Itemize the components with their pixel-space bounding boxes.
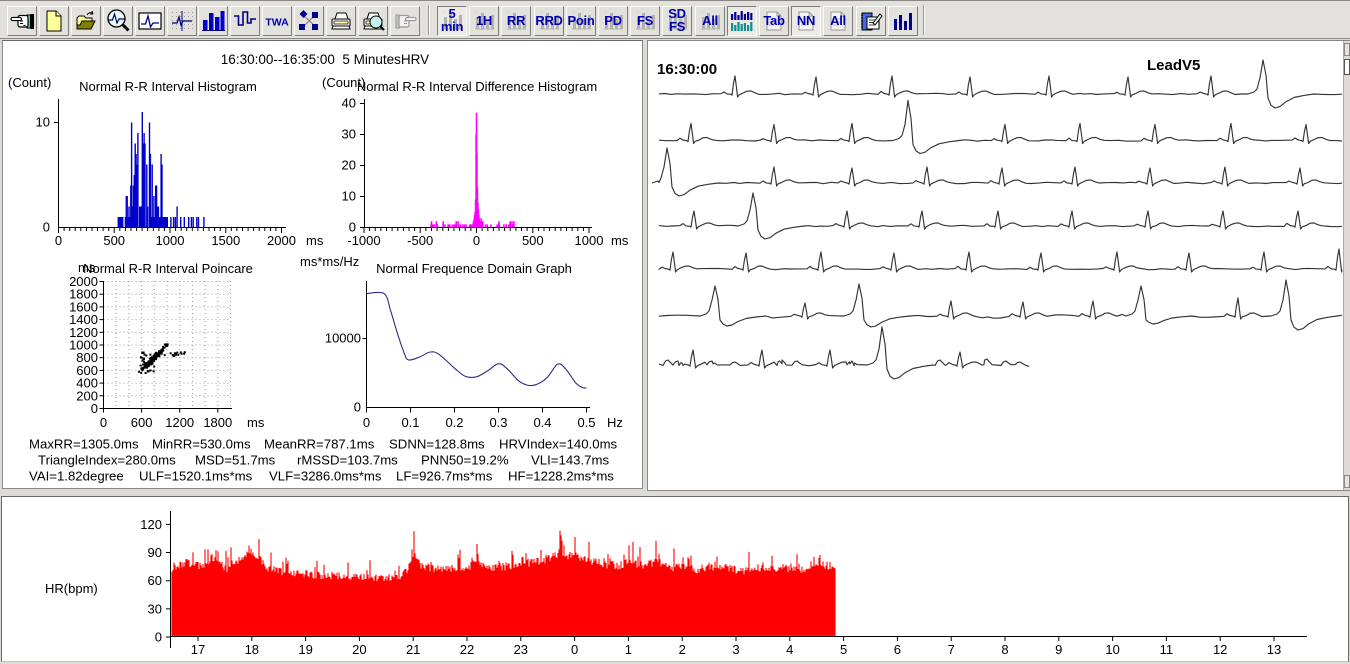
svg-text:30: 30 [148, 601, 162, 616]
svg-text:22: 22 [460, 642, 474, 657]
svg-text:12: 12 [1213, 642, 1227, 657]
svg-text:800: 800 [76, 350, 98, 365]
svg-text:10: 10 [36, 115, 50, 130]
svg-text:0: 0 [100, 415, 107, 430]
svg-text:200: 200 [76, 388, 98, 403]
svg-text:HRVIndex=140.0ms: HRVIndex=140.0ms [499, 437, 618, 452]
svg-text:1200: 1200 [69, 325, 98, 340]
svg-text:ms*ms/Hz: ms*ms/Hz [300, 254, 359, 269]
svg-text:(Count): (Count) [8, 75, 51, 90]
svg-text:MeanRR=787.1ms: MeanRR=787.1ms [264, 437, 375, 452]
svg-text:0: 0 [349, 220, 356, 235]
svg-text:VAI=1.82degree: VAI=1.82degree [29, 469, 124, 484]
svg-text:0.1: 0.1 [401, 415, 419, 430]
svg-text:5: 5 [840, 642, 847, 657]
svg-text:Normal R-R Interval Poincare: Normal R-R Interval Poincare [83, 261, 253, 276]
svg-text:10: 10 [1105, 642, 1119, 657]
svg-text:6: 6 [894, 642, 901, 657]
svg-text:600: 600 [131, 415, 153, 430]
svg-text:1500: 1500 [211, 233, 240, 248]
svg-text:ms: ms [306, 233, 324, 248]
svg-text:HR(bpm): HR(bpm) [45, 581, 98, 596]
svg-text:ms: ms [78, 260, 96, 275]
svg-text:400: 400 [76, 376, 98, 391]
svg-text:0: 0 [571, 642, 578, 657]
svg-text:0.5: 0.5 [577, 415, 595, 430]
svg-text:0: 0 [43, 220, 50, 235]
svg-text:10: 10 [342, 189, 356, 204]
svg-text:1600: 1600 [69, 299, 98, 314]
svg-text:23: 23 [514, 642, 528, 657]
svg-text:7: 7 [948, 642, 955, 657]
svg-text:1400: 1400 [69, 312, 98, 327]
svg-text:0: 0 [91, 401, 98, 416]
svg-text:0: 0 [363, 415, 370, 430]
svg-text:20: 20 [352, 642, 366, 657]
svg-text:500: 500 [522, 233, 544, 248]
svg-text:0.2: 0.2 [445, 415, 463, 430]
svg-text:3: 3 [732, 642, 739, 657]
svg-text:SDNN=128.8ms: SDNN=128.8ms [389, 437, 485, 452]
svg-text:1800: 1800 [69, 287, 98, 302]
svg-text:600: 600 [76, 363, 98, 378]
svg-text:0: 0 [473, 233, 480, 248]
svg-text:Normal R-R Interval Histogram: Normal R-R Interval Histogram [79, 79, 257, 94]
svg-text:1000: 1000 [156, 233, 185, 248]
svg-text:ULF=1520.1ms*ms: ULF=1520.1ms*ms [139, 469, 253, 484]
svg-text:2000: 2000 [69, 274, 98, 289]
svg-text:10000: 10000 [325, 331, 361, 346]
svg-text:0: 0 [55, 233, 62, 248]
svg-text:Normal R-R Interval Difference: Normal R-R Interval Difference Histogram [357, 79, 597, 94]
svg-text:1800: 1800 [203, 415, 232, 430]
svg-text:16:30:00--16:35:00 5 MinutesH: 16:30:00--16:35:00 5 MinutesHRV [221, 52, 429, 67]
svg-text:PNN50=19.2%: PNN50=19.2% [421, 453, 509, 468]
svg-text:LF=926.7ms*ms: LF=926.7ms*ms [396, 469, 493, 484]
svg-text:0.3: 0.3 [489, 415, 507, 430]
svg-text:1000: 1000 [69, 338, 98, 353]
svg-text:1: 1 [625, 642, 632, 657]
svg-text:0: 0 [155, 630, 162, 645]
svg-text:Hz: Hz [607, 415, 623, 430]
svg-text:rMSSD=103.7ms: rMSSD=103.7ms [297, 453, 398, 468]
svg-text:4: 4 [786, 642, 793, 657]
svg-text:Normal Frequence Domain Graph: Normal Frequence Domain Graph [376, 261, 572, 276]
svg-text:19: 19 [298, 642, 312, 657]
svg-text:9: 9 [1055, 642, 1062, 657]
svg-text:90: 90 [148, 545, 162, 560]
svg-text:-1000: -1000 [347, 233, 380, 248]
svg-text:2000: 2000 [267, 233, 296, 248]
svg-text:30: 30 [342, 127, 356, 142]
svg-text:20: 20 [342, 158, 356, 173]
svg-text:40: 40 [342, 96, 356, 111]
svg-text:VLF=3286.0ms*ms: VLF=3286.0ms*ms [269, 469, 382, 484]
svg-text:120: 120 [140, 517, 162, 532]
svg-text:21: 21 [406, 642, 420, 657]
svg-text:2: 2 [679, 642, 686, 657]
svg-text:HF=1228.2ms*ms: HF=1228.2ms*ms [508, 469, 614, 484]
svg-text:MaxRR=1305.0ms: MaxRR=1305.0ms [29, 437, 139, 452]
svg-text:18: 18 [245, 642, 259, 657]
svg-text:TriangleIndex=280.0ms: TriangleIndex=280.0ms [38, 453, 176, 468]
svg-text:1200: 1200 [165, 415, 194, 430]
svg-text:500: 500 [103, 233, 125, 248]
svg-text:(Count): (Count) [322, 75, 365, 90]
svg-text:ms: ms [247, 415, 265, 430]
svg-text:MSD=51.7ms: MSD=51.7ms [195, 453, 276, 468]
svg-text:13: 13 [1267, 642, 1281, 657]
svg-text:16:30:00: 16:30:00 [657, 61, 717, 78]
svg-text:0.4: 0.4 [533, 415, 551, 430]
svg-text:LeadV5: LeadV5 [1147, 57, 1200, 74]
svg-text:11: 11 [1160, 642, 1174, 657]
svg-text:60: 60 [148, 573, 162, 588]
svg-text:17: 17 [191, 642, 205, 657]
svg-text:-500: -500 [407, 233, 433, 248]
svg-text:MinRR=530.0ms: MinRR=530.0ms [152, 437, 251, 452]
svg-text:TWA: TWA [265, 17, 289, 29]
svg-text:8: 8 [1001, 642, 1008, 657]
svg-text:VLI=143.7ms: VLI=143.7ms [531, 453, 609, 468]
svg-text:1000: 1000 [575, 233, 604, 248]
svg-text:ms: ms [611, 233, 629, 248]
svg-text:0: 0 [354, 400, 361, 415]
